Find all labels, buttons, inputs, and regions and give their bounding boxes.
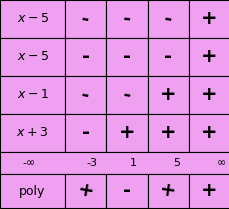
Bar [106,76,147,114]
Text: -: - [80,9,91,29]
Text: +: + [76,180,95,202]
Text: -: - [81,47,89,66]
Text: -: - [122,181,130,200]
Text: +: + [200,124,217,143]
Bar [0,152,229,174]
Text: -: - [121,85,132,105]
Text: +: + [200,181,217,200]
Bar [0,0,65,38]
Bar [65,114,106,152]
Bar [106,174,147,208]
Bar [106,114,147,152]
Text: -: - [164,47,171,66]
Bar [0,114,65,152]
Text: -: - [122,47,130,66]
Text: 5: 5 [172,158,179,168]
Text: -∞: -∞ [22,158,36,168]
Bar [188,174,229,208]
Bar [188,76,229,114]
Text: -: - [122,9,131,29]
Text: $x-5$: $x-5$ [16,51,48,64]
Text: $x-5$: $x-5$ [16,13,48,25]
Bar [0,38,65,76]
Bar [65,174,106,208]
Bar [65,76,106,114]
Text: +: + [159,85,176,104]
Text: ∞: ∞ [216,158,225,168]
Text: -: - [80,85,91,105]
Bar [0,76,65,114]
Bar [147,76,188,114]
Text: +: + [118,124,135,143]
Text: -: - [162,9,173,29]
Text: 1: 1 [129,158,136,168]
Text: +: + [200,47,217,66]
Bar [0,174,65,208]
Bar [188,114,229,152]
Text: +: + [200,9,217,28]
Text: -3: -3 [86,158,97,168]
Text: -: - [81,124,89,143]
Text: $x+3$: $x+3$ [16,126,48,139]
Bar [147,114,188,152]
Bar [188,0,229,38]
Bar [188,38,229,76]
Text: poly: poly [19,185,46,198]
Bar [106,38,147,76]
Text: +: + [159,124,176,143]
Bar [65,38,106,76]
Text: $x-1$: $x-1$ [16,88,48,102]
Bar [147,174,188,208]
Text: +: + [158,180,177,201]
Text: +: + [200,85,217,104]
Bar [147,38,188,76]
Bar [147,0,188,38]
Bar [65,0,106,38]
Bar [106,0,147,38]
